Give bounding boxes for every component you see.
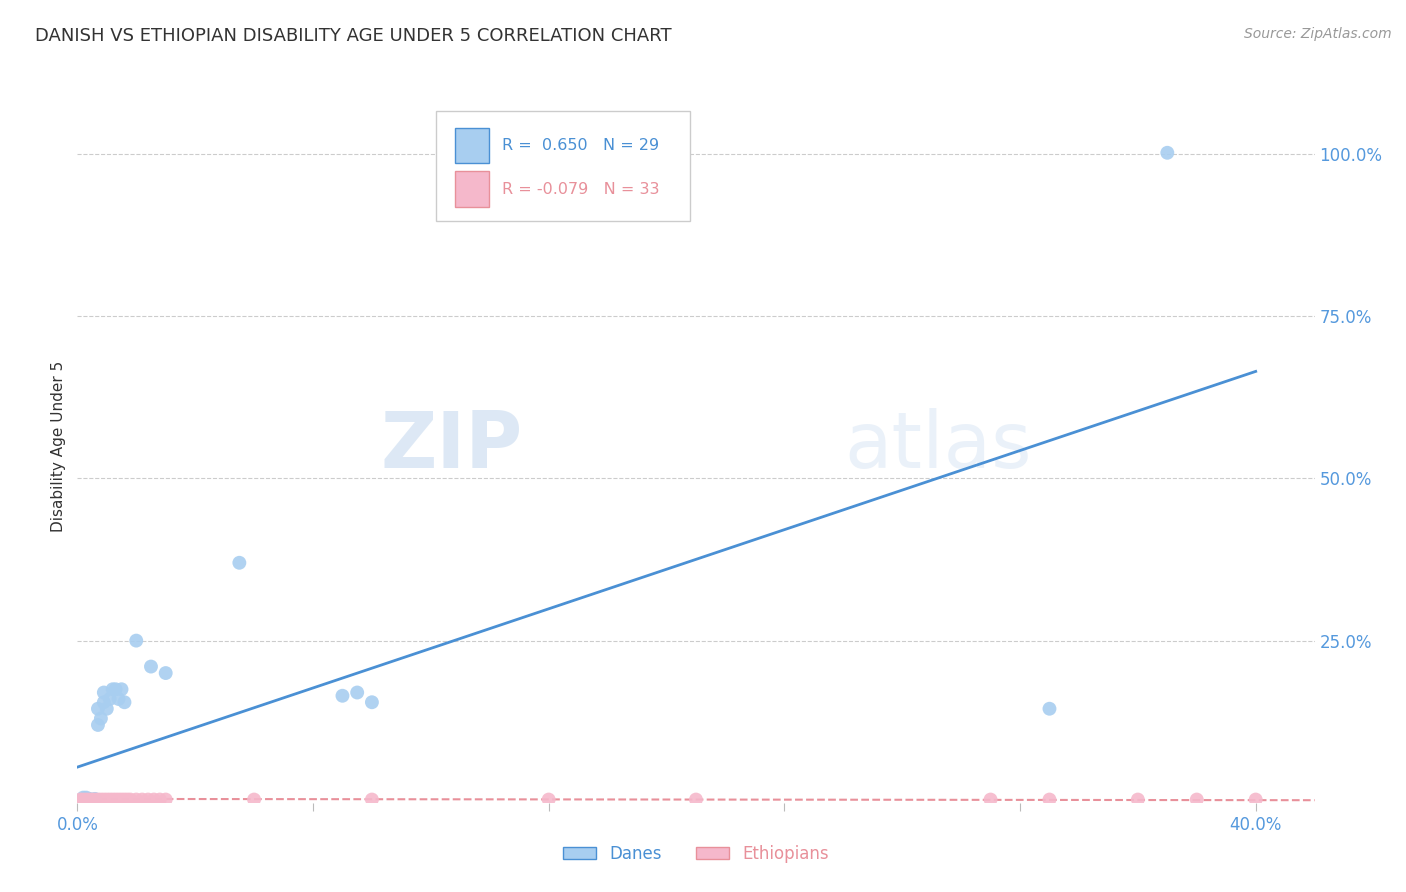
Point: [155, 792, 177, 806]
Point: [685, 792, 707, 806]
Point: [93, 695, 115, 709]
Text: R = -0.079   N = 33: R = -0.079 N = 33: [502, 182, 659, 196]
Point: [90, 711, 112, 725]
Point: [1244, 792, 1267, 806]
Point: [101, 682, 124, 697]
Point: [75, 790, 97, 805]
Point: [69, 792, 91, 806]
Point: [125, 792, 148, 806]
Point: [77, 792, 100, 806]
Point: [110, 682, 132, 697]
Point: [1038, 792, 1060, 806]
Legend: Danes, Ethiopians: Danes, Ethiopians: [557, 838, 835, 870]
Point: [114, 695, 136, 709]
Text: R =  0.650   N = 29: R = 0.650 N = 29: [502, 138, 659, 153]
Point: [361, 792, 384, 806]
Point: [110, 792, 132, 806]
Point: [980, 792, 1002, 806]
Point: [72, 790, 94, 805]
Point: [75, 792, 97, 806]
Point: [93, 685, 115, 699]
Point: [101, 792, 124, 806]
Point: [98, 792, 121, 806]
Point: [1126, 792, 1149, 806]
Point: [332, 689, 354, 703]
Text: Source: ZipAtlas.com: Source: ZipAtlas.com: [1244, 27, 1392, 41]
Point: [243, 792, 266, 806]
Point: [87, 792, 110, 806]
FancyBboxPatch shape: [454, 171, 489, 207]
Text: atlas: atlas: [845, 408, 1032, 484]
Point: [537, 792, 560, 806]
Point: [72, 792, 94, 806]
Point: [136, 792, 159, 806]
Point: [77, 792, 100, 806]
Point: [96, 702, 118, 716]
Point: [155, 666, 177, 681]
Point: [139, 659, 162, 673]
Point: [120, 792, 142, 806]
FancyBboxPatch shape: [436, 111, 690, 221]
Point: [125, 633, 148, 648]
Point: [1156, 145, 1178, 160]
Point: [96, 792, 118, 806]
Point: [142, 792, 165, 806]
Point: [361, 695, 384, 709]
Point: [87, 718, 110, 732]
Point: [346, 685, 368, 699]
Y-axis label: Disability Age Under 5: Disability Age Under 5: [51, 360, 66, 532]
Point: [87, 702, 110, 716]
Point: [90, 792, 112, 806]
Point: [93, 792, 115, 806]
Point: [228, 556, 250, 570]
Text: DANISH VS ETHIOPIAN DISABILITY AGE UNDER 5 CORRELATION CHART: DANISH VS ETHIOPIAN DISABILITY AGE UNDER…: [35, 27, 672, 45]
Point: [84, 792, 107, 806]
Point: [84, 792, 107, 806]
Point: [1185, 792, 1208, 806]
Point: [80, 792, 103, 806]
Point: [131, 792, 153, 806]
Text: ZIP: ZIP: [381, 408, 523, 484]
Point: [107, 792, 129, 806]
Point: [107, 692, 129, 706]
Point: [117, 792, 139, 806]
Point: [104, 682, 127, 697]
Point: [149, 792, 172, 806]
Point: [80, 792, 103, 806]
Point: [104, 792, 127, 806]
Point: [114, 792, 136, 806]
Point: [1038, 702, 1060, 716]
Point: [98, 692, 121, 706]
FancyBboxPatch shape: [454, 128, 489, 163]
